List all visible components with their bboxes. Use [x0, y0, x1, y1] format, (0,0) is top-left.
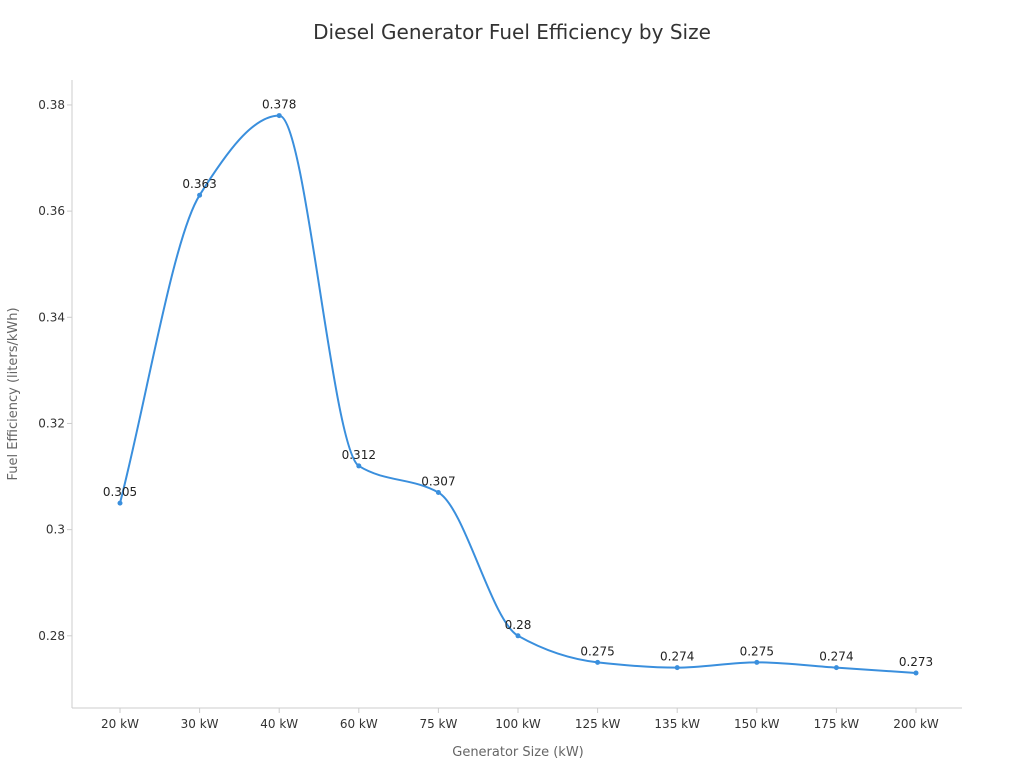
x-tick-label: 125 kW [575, 717, 621, 731]
y-tick-label: 0.3 [46, 523, 65, 537]
x-tick-label: 100 kW [495, 717, 541, 731]
data-label: 0.378 [262, 98, 296, 112]
data-label: 0.363 [182, 177, 216, 191]
y-tick-label: 0.36 [38, 204, 65, 218]
data-point [913, 670, 919, 676]
data-point [754, 659, 760, 665]
data-point [674, 665, 680, 671]
x-tick-label: 75 kW [419, 717, 457, 731]
chart-title: Diesel Generator Fuel Efficiency by Size [313, 20, 711, 44]
data-label: 0.307 [421, 474, 455, 488]
x-tick-label: 30 kW [181, 717, 219, 731]
x-tick-label: 135 kW [654, 717, 700, 731]
y-tick-label: 0.38 [38, 98, 65, 112]
data-label: 0.274 [819, 650, 853, 664]
data-label: 0.275 [740, 644, 774, 658]
x-tick-label: 40 kW [260, 717, 298, 731]
data-point [515, 633, 521, 639]
x-tick-label: 175 kW [814, 717, 860, 731]
x-axis-label: Generator Size (kW) [452, 745, 584, 760]
series-line [119, 114, 917, 674]
x-tick-label: 200 kW [893, 717, 939, 731]
y-tick-label: 0.34 [38, 310, 65, 324]
data-point [276, 113, 282, 119]
x-tick-label: 60 kW [340, 717, 378, 731]
data-points [117, 113, 919, 676]
y-tick-label: 0.32 [38, 416, 65, 430]
x-tick-label: 150 kW [734, 717, 780, 731]
x-tick-label: 20 kW [101, 717, 139, 731]
data-point [197, 192, 203, 198]
data-label: 0.275 [580, 644, 614, 658]
data-labels: 0.305 0.363 0.378 0.312 0.307 0.28 0.275 0.274 0… [103, 98, 933, 669]
y-tick-label: 0.28 [38, 629, 65, 643]
y-axis-label: Fuel Efficiency (liters/kWh) [6, 307, 21, 480]
data-point [595, 659, 601, 665]
data-point [356, 463, 362, 469]
y-axis-ticks: 0.28 0.3 0.32 0.34 0.36 0.38 [38, 98, 72, 643]
data-label: 0.305 [103, 485, 137, 499]
x-axis-ticks: 20 kW 30 kW 40 kW 60 kW 75 kW 100 kW 125 kW 135… [101, 708, 939, 731]
data-label: 0.312 [342, 448, 376, 462]
data-label: 0.274 [660, 650, 694, 664]
data-label: 0.28 [505, 618, 532, 632]
data-point [833, 665, 839, 671]
data-point [435, 489, 441, 495]
data-point [117, 500, 123, 506]
data-label: 0.273 [899, 655, 933, 669]
